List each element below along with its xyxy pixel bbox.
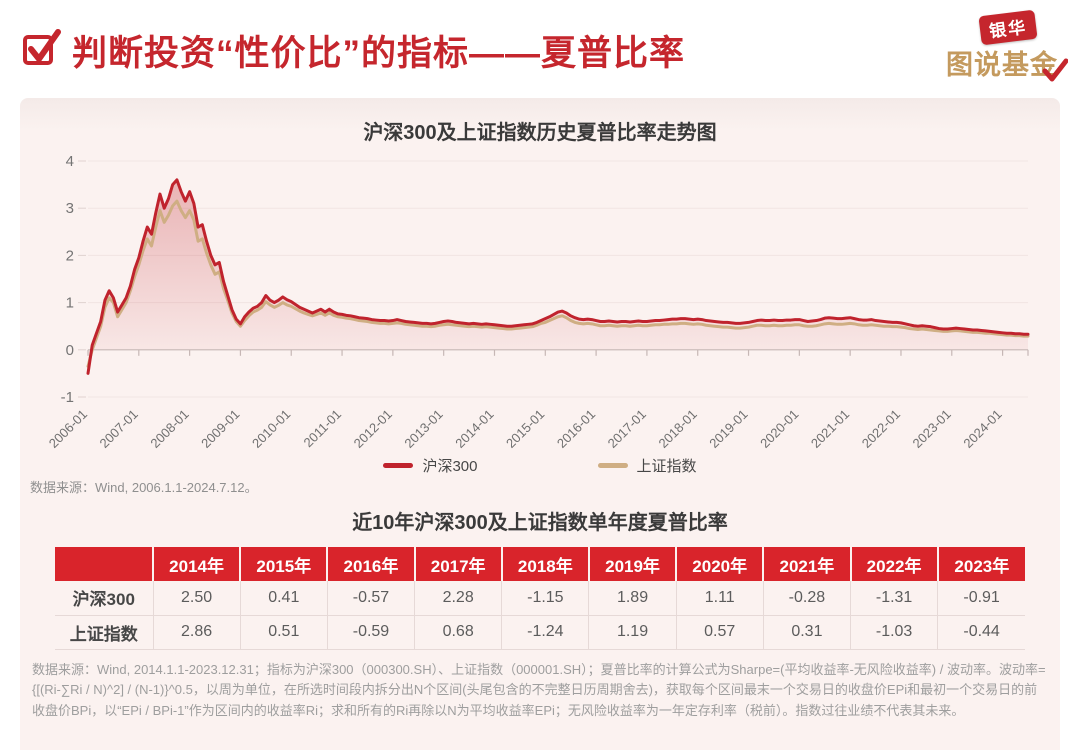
logo-checkmark-icon <box>1042 58 1069 87</box>
series-line-szzs <box>86 199 1030 368</box>
legend-label: 沪深300 <box>422 457 478 475</box>
hs300-area-fill <box>88 179 1028 374</box>
table-value-cell: 2.50 <box>153 581 241 616</box>
x-axis-tick-label: 2013-01 <box>401 407 445 451</box>
table-header-row: 2014年 2015年 2016年 2017年 2018年 2019年 2020年 2021年… <box>55 547 1025 581</box>
x-axis-tick-label: 2008-01 <box>147 407 191 451</box>
table-year-header: 2014年 <box>153 547 242 581</box>
x-axis-tick-label: 2018-01 <box>656 407 700 451</box>
legend-swatch-tan <box>597 462 628 468</box>
x-axis-tick-label: 2007-01 <box>97 407 141 451</box>
brand-wordmark: 图说基金 <box>946 50 1058 80</box>
legend-swatch-red <box>383 462 414 468</box>
y-axis-tick-label: 1 <box>66 295 74 312</box>
table-row: 沪深300 2.50 0.41 -0.57 2.28 -1.15 1.89 1.11 -0.28… <box>55 581 1025 616</box>
y-axis-tick-label: 3 <box>66 200 74 217</box>
table-value-cell: 2.28 <box>414 581 503 616</box>
x-axis-tick-label: 2015-01 <box>503 407 547 451</box>
table-value-cell: -1.03 <box>850 615 939 650</box>
x-axis-tick-label: 2010-01 <box>249 407 293 451</box>
table-title: 近10年沪深300及上证指数单年度夏普比率 <box>352 512 728 534</box>
table-year-header: 2015年 <box>240 547 329 581</box>
table-value-cell: -0.91 <box>937 581 1025 616</box>
table-value-cell: 0.57 <box>676 615 764 650</box>
brand-logo: 银华 图说基金 <box>946 9 1069 88</box>
table-value-cell: -1.24 <box>501 615 590 650</box>
x-axis-tick-label: 2023-01 <box>910 407 954 451</box>
table-value-cell: -0.44 <box>937 615 1025 650</box>
table-year-header: 2022年 <box>850 547 939 581</box>
x-axis-tick-label: 2006-01 <box>46 407 90 451</box>
table-value-cell: -0.28 <box>763 581 852 616</box>
sharpe-table: 2014年 2015年 2016年 2017年 2018年 2019年 2020年 2021年… <box>55 547 1025 650</box>
y-axis-tick-label: -1 <box>61 389 74 406</box>
table-value-cell: -0.57 <box>327 581 416 616</box>
table-value-cell: -0.59 <box>327 615 416 650</box>
table-corner-cell <box>55 547 154 581</box>
x-axis-tick-label: 2016-01 <box>554 407 598 451</box>
x-axis-tick-label: 2021-01 <box>808 407 852 451</box>
table-year-header: 2016年 <box>327 547 416 581</box>
page-title: 判断投资“性价比”的指标——夏普比率 <box>72 34 686 73</box>
table-value-cell: 2.86 <box>153 615 241 650</box>
table-year-header: 2018年 <box>501 547 590 581</box>
x-axis-tick-label: 2009-01 <box>198 407 242 451</box>
table-row: 上证指数 2.86 0.51 -0.59 0.68 -1.24 1.19 0.57 0.31 -1… <box>55 615 1025 650</box>
legend-label: 上证指数 <box>636 457 697 475</box>
table-value-cell: -1.31 <box>850 581 939 616</box>
table-value-cell: 1.11 <box>676 581 764 616</box>
page-header: 判断投资“性价比”的指标——夏普比率 银华 图说基金 <box>0 0 1080 98</box>
x-axis-tick-label: 2019-01 <box>706 407 750 451</box>
title-wrap: 判断投资“性价比”的指标——夏普比率 <box>22 25 685 74</box>
x-axis-tick-label: 2017-01 <box>605 407 649 451</box>
table-year-header: 2017年 <box>414 547 503 581</box>
chart-legend: 沪深300 上证指数 <box>20 455 1060 475</box>
table-value-cell: 1.89 <box>588 581 677 616</box>
x-axis-tick-label: 2024-01 <box>960 407 1004 451</box>
footnote: 数据来源：Wind, 2014.1.1-2023.12.31；指标为沪深300（… <box>32 661 1046 719</box>
legend-item-hs300: 沪深300 <box>383 455 478 475</box>
x-axis-tick-label: 2014-01 <box>452 407 496 451</box>
x-axis-tick-label: 2012-01 <box>351 407 395 451</box>
table-year-header: 2021年 <box>763 547 852 581</box>
table-value-cell: 1.19 <box>588 615 677 650</box>
series-line-hs300 <box>86 178 1030 375</box>
chart-title: 沪深300及上证指数历史夏普比率走势图 <box>363 122 717 144</box>
table-year-header: 2023年 <box>937 547 1025 581</box>
table-value-cell: 0.41 <box>240 581 328 616</box>
table-year-header: 2019年 <box>588 547 678 581</box>
content-panel: 沪深300及上证指数历史夏普比率走势图 4 3 2 1 0 -1 2006-01 2007-0… <box>20 98 1060 750</box>
table-value-cell: 0.31 <box>763 615 852 650</box>
table-value-cell: 0.51 <box>240 615 328 650</box>
table-row-label: 沪深300 <box>55 581 154 616</box>
chart-source-note: 数据来源：Wind, 2006.1.1-2024.7.12。 <box>30 480 258 495</box>
table-year-header: 2020年 <box>676 547 765 581</box>
x-axis-tick-label: 2011-01 <box>301 407 345 451</box>
table-row-label: 上证指数 <box>55 615 154 650</box>
y-axis-tick-label: 4 <box>66 153 74 170</box>
checkbox-check-icon <box>22 25 62 74</box>
table-value-cell: -1.15 <box>501 581 590 616</box>
y-axis-tick-label: 0 <box>66 342 74 359</box>
x-axis-tick-label: 2020-01 <box>757 407 801 451</box>
brand-badge: 银华 <box>978 9 1038 46</box>
y-axis-tick-label: 2 <box>66 247 74 264</box>
legend-item-szzs: 上证指数 <box>597 455 697 475</box>
table-value-cell: 0.68 <box>414 615 503 650</box>
x-axis-tick-label: 2022-01 <box>859 407 903 451</box>
